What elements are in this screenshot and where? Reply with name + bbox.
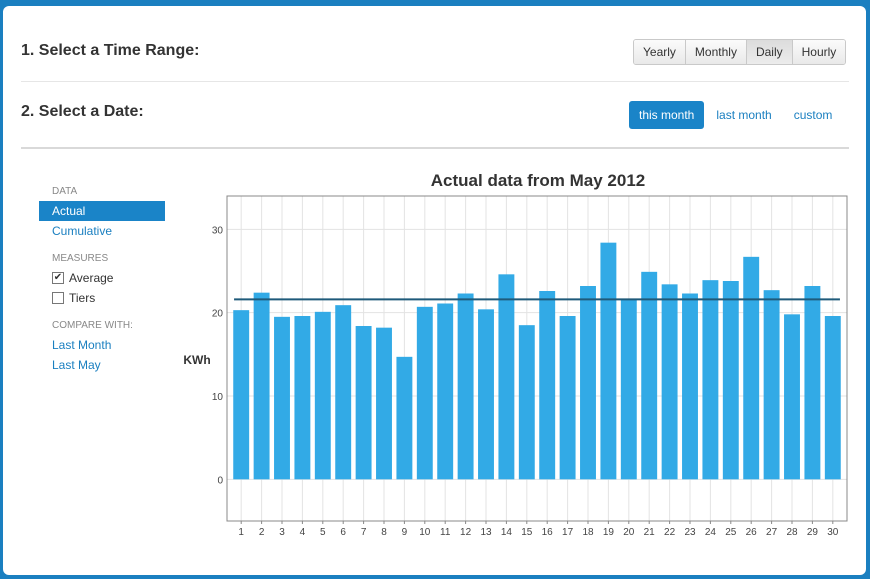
x-tick-label: 27 [766,527,778,538]
time-range-daily-button[interactable]: Daily [746,40,793,64]
x-tick-label: 30 [827,527,839,538]
y-axis-label: KWh [183,353,210,367]
x-tick-label: 14 [501,527,513,538]
bar [600,242,617,480]
x-tick-label: 3 [279,527,285,538]
time-range-yearly-button[interactable]: Yearly [634,40,686,64]
divider [21,81,849,82]
x-tick-label: 7 [361,527,367,538]
bar [722,281,739,480]
tiers-checkbox[interactable] [52,292,64,304]
x-tick-label: 16 [542,527,554,538]
bar [804,286,821,480]
x-tick-label: 13 [480,527,492,538]
x-tick-label: 26 [746,527,758,538]
date-title: 2. Select a Date: [21,103,144,120]
main-panel: 1. Select a Time Range: Yearly Monthly D… [3,6,866,575]
bar [641,271,658,480]
measures-heading: MEASURES [52,253,109,264]
y-tick-label: 20 [212,309,224,320]
chart-sidebar: DATA Actual Cumulative MEASURES ✔ Averag… [39,186,165,375]
x-tick-label: 24 [705,527,717,538]
x-tick-label: 29 [807,527,819,538]
section-divider [21,147,849,149]
bar [274,316,290,480]
x-tick-label: 18 [582,527,594,538]
x-tick-label: 17 [562,527,574,538]
bar [702,280,719,480]
x-tick-label: 19 [603,527,615,538]
x-tick-label: 23 [684,527,696,538]
time-range-hourly-button[interactable]: Hourly [792,40,846,64]
x-tick-label: 1 [238,527,244,538]
tiers-label: Tiers [69,291,96,305]
bar [784,314,800,480]
bar [661,284,678,480]
bar [824,316,841,480]
data-heading: DATA [52,186,78,197]
compare-last-may-link[interactable]: Last May [52,358,101,372]
tiers-checkbox-row[interactable]: Tiers [39,288,165,308]
time-range-selector: Yearly Monthly Daily Hourly [633,39,847,65]
bar [743,256,760,480]
compare-last-month-link[interactable]: Last Month [52,338,112,352]
time-range-monthly-button[interactable]: Monthly [685,40,747,64]
bar [253,292,270,480]
bar [559,316,576,480]
y-tick-label: 0 [217,475,223,486]
compare-heading: COMPARE WITH: [52,320,133,331]
average-label: Average [69,271,114,285]
bar [294,316,311,480]
bar [518,325,535,480]
x-tick-label: 5 [320,527,326,538]
bar [763,290,780,480]
x-tick-label: 4 [300,527,306,538]
chart-title: Actual data from May 2012 [431,171,645,190]
average-checkbox-row[interactable]: ✔ Average [39,268,165,288]
y-tick-label: 10 [212,392,224,403]
bar [396,356,413,480]
x-tick-label: 20 [623,527,635,538]
x-tick-label: 11 [440,527,451,538]
x-tick-label: 8 [381,527,387,538]
bar [314,311,331,480]
plot-border [226,195,848,522]
y-tick-label: 30 [212,225,224,236]
x-tick-label: 10 [419,527,431,538]
bar [620,299,637,480]
x-tick-label: 28 [786,527,798,538]
x-tick-label: 25 [725,527,737,538]
bar [233,310,250,480]
x-tick-label: 6 [340,527,346,538]
bar [416,306,433,480]
date-selector: this month last month custom [629,101,844,129]
bar [498,274,515,480]
bar [335,305,352,480]
data-cumulative-item[interactable]: Cumulative [52,224,113,238]
bar [376,327,392,480]
x-tick-label: 15 [521,527,533,538]
time-range-title: 1. Select a Time Range: [21,42,200,59]
x-tick-label: 2 [259,527,265,538]
date-this-month-button[interactable]: this month [629,101,705,129]
x-tick-label: 9 [402,527,408,538]
bar [682,293,698,480]
bar [539,291,556,480]
date-last-month-link[interactable]: last month [716,108,772,122]
x-tick-label: 12 [460,527,472,538]
bar [355,326,372,480]
bar [478,309,494,480]
bar [580,286,596,480]
bar [437,303,454,480]
average-checkbox[interactable]: ✔ [52,272,64,284]
x-tick-label: 21 [644,527,656,538]
bar [457,293,474,480]
data-actual-item[interactable]: Actual [39,201,165,221]
date-custom-link[interactable]: custom [793,108,833,122]
x-tick-label: 22 [664,527,676,538]
